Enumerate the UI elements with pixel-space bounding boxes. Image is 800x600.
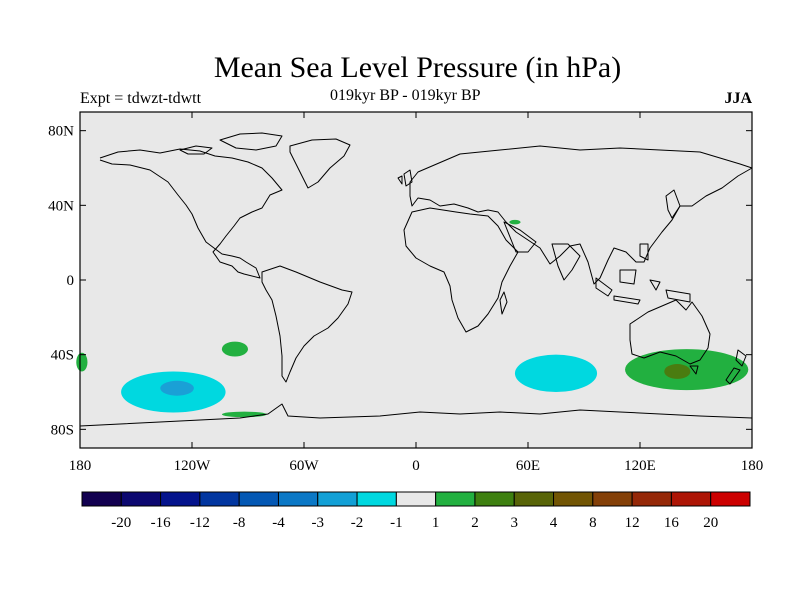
legend-label: -12 bbox=[190, 515, 210, 531]
legend-swatch bbox=[631, 491, 672, 507]
legend-swatch bbox=[356, 491, 397, 507]
lon-tick-label: 0 bbox=[412, 458, 420, 474]
map-frame bbox=[79, 111, 753, 449]
anomaly-antarctic-high bbox=[221, 411, 267, 418]
lon-tick-label: 60E bbox=[516, 458, 540, 474]
legend-label: -1 bbox=[390, 515, 403, 531]
coastline-arabia bbox=[503, 221, 537, 253]
lon-tick-label: 180 bbox=[741, 458, 764, 474]
lat-tick-label: 40S bbox=[51, 348, 74, 364]
legend-label: -3 bbox=[312, 515, 325, 531]
lat-tick-label: 40N bbox=[48, 198, 74, 214]
map-axes: 80N 40N 0 40S 80S 180 120W 60W 0 60E 120E 180 bbox=[48, 112, 763, 474]
experiment-label: Expt = tdwzt-tdwtt bbox=[80, 90, 202, 107]
legend-label: -8 bbox=[233, 515, 246, 531]
coastline-india bbox=[551, 243, 581, 281]
coastline-new-zealand bbox=[725, 349, 747, 385]
chart-title: Mean Sea Level Pressure (in hPa) bbox=[213, 51, 622, 84]
coastline-south-america bbox=[261, 265, 353, 383]
legend-swatch bbox=[513, 491, 555, 507]
lon-tick-label: 120E bbox=[624, 458, 656, 474]
anomaly-layer bbox=[76, 219, 749, 418]
coastline-british-isles bbox=[397, 169, 413, 187]
coastline-greenland bbox=[289, 138, 351, 189]
coastline-africa bbox=[403, 207, 519, 333]
coastline-arctic-islands bbox=[179, 132, 283, 155]
anomaly-south-indian-low bbox=[514, 354, 598, 393]
lon-tick-label: 180 bbox=[69, 458, 92, 474]
legend-swatch bbox=[238, 491, 279, 507]
period-label: 019kyr BP - 019kyr BP bbox=[330, 87, 481, 104]
legend-label: -2 bbox=[351, 515, 364, 531]
legend-swatch bbox=[592, 491, 633, 507]
lon-tick-label: 60W bbox=[289, 458, 319, 474]
legend-swatch bbox=[317, 491, 358, 507]
coastline-antarctica bbox=[79, 403, 753, 427]
legend-swatch bbox=[160, 491, 201, 507]
season-label: JJA bbox=[724, 90, 752, 107]
legend-swatch bbox=[120, 491, 162, 507]
legend-swatch bbox=[81, 491, 122, 507]
coastline-madagascar bbox=[499, 291, 508, 315]
coastline-north-america bbox=[99, 148, 283, 279]
legend-swatch bbox=[710, 491, 751, 507]
legend-swatch bbox=[277, 491, 319, 507]
legend-swatch bbox=[474, 491, 515, 507]
legend-label: 4 bbox=[550, 515, 558, 531]
coastline-japan bbox=[665, 189, 681, 219]
anomaly-australia-high-core bbox=[664, 364, 691, 379]
legend-swatch bbox=[199, 491, 240, 507]
anomaly-dateline-high bbox=[76, 352, 88, 372]
anomaly-caspian-high bbox=[509, 219, 521, 225]
lat-tick-label: 80S bbox=[51, 422, 74, 438]
legend-swatch bbox=[395, 491, 437, 507]
legend-swatch bbox=[553, 491, 594, 507]
legend-label: -20 bbox=[111, 515, 131, 531]
coastline-australia bbox=[629, 299, 711, 375]
coastlines bbox=[79, 132, 753, 427]
legend-label: 1 bbox=[432, 515, 440, 531]
coastline-indonesia bbox=[595, 243, 691, 305]
anomaly-south-pacific-low-core bbox=[160, 380, 194, 396]
legend-label: -4 bbox=[272, 515, 285, 531]
colorbar-legend: -20 -16 -12 -8 -4 -3 -2 -1 1 2 3 4 8 12 16 20 bbox=[81, 491, 751, 531]
legend-label: 12 bbox=[625, 515, 640, 531]
legend-label: 20 bbox=[703, 515, 718, 531]
legend-label: 16 bbox=[664, 515, 680, 531]
anomaly-se-pacific-high bbox=[221, 341, 248, 357]
lat-tick-label: 80N bbox=[48, 124, 74, 140]
legend-label: -16 bbox=[151, 515, 171, 531]
legend-label: 8 bbox=[589, 515, 597, 531]
legend-label: 2 bbox=[471, 515, 479, 531]
lon-tick-label: 120W bbox=[174, 458, 212, 474]
legend-swatch bbox=[670, 491, 712, 507]
coastline-eurasia bbox=[409, 145, 753, 285]
legend-label: 3 bbox=[510, 515, 518, 531]
lat-tick-label: 0 bbox=[67, 273, 75, 289]
legend-swatch bbox=[435, 491, 476, 507]
